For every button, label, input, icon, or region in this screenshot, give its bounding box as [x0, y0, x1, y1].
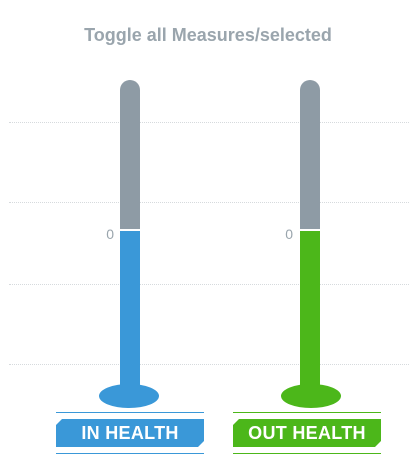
out-health-thermometer-bulb[interactable]: [281, 384, 341, 408]
gridline: [9, 364, 409, 365]
out-health-tube-empty: [300, 80, 320, 231]
badge-rule: [233, 453, 381, 454]
gridline: [9, 122, 409, 123]
badge-rule: [56, 412, 204, 413]
in-health-label: IN HEALTH: [81, 422, 179, 443]
in-health-thermometer-bulb[interactable]: [99, 384, 159, 408]
in-health-button[interactable]: IN HEALTH: [56, 412, 204, 454]
in-health-plate: IN HEALTH: [56, 419, 204, 447]
gridline: [9, 284, 409, 285]
badge-rule: [233, 412, 381, 413]
out-health-plate: OUT HEALTH: [233, 419, 381, 447]
in-health-tube-empty: [120, 80, 140, 231]
in-health-thermometer-tube[interactable]: [120, 80, 140, 395]
gridline: [9, 202, 409, 203]
out-health-label: OUT HEALTH: [248, 422, 366, 443]
toggle-all-measures-button[interactable]: Toggle all Measures/selected: [84, 25, 332, 45]
out-health-tube-fill: [300, 229, 320, 395]
out-health-thermometer-tube[interactable]: [300, 80, 320, 395]
in-health-value-label: 0: [106, 226, 114, 242]
in-health-tube-fill: [120, 229, 140, 395]
badge-rule: [56, 453, 204, 454]
out-health-value-label: 0: [285, 226, 293, 242]
out-health-button[interactable]: OUT HEALTH: [233, 412, 381, 454]
